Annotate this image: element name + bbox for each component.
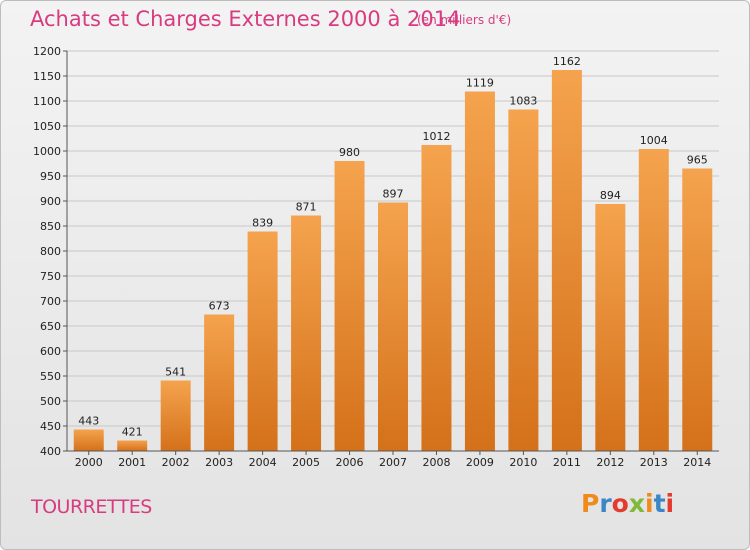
x-tick-label-2005: 2005 [292,456,320,469]
label-layer: 443 421 541 673 839 871 980 897 1012 1119 1083 1162… [78,55,708,439]
data-label-2003: 673 [209,300,230,313]
logo-letter: r [599,489,612,518]
logo-letter: x [628,489,645,518]
x-tick-label-2007: 2007 [379,456,407,469]
bar-2004 [247,231,278,451]
y-tick-label: 550 [40,370,61,383]
bar-layer [73,70,713,451]
bar-2013 [638,149,669,451]
y-tick-label: 800 [40,245,61,258]
chart-subtitle: (en milliers d'€) [417,13,512,27]
x-tick-label-2009: 2009 [466,456,494,469]
commune-name: TOURRETTES [31,496,152,518]
y-tick-label: 450 [40,420,61,433]
x-tick-label-2000: 2000 [75,456,103,469]
data-label-2008: 1012 [422,130,450,143]
y-tick-label: 500 [40,395,61,408]
bar-2000 [73,429,104,451]
bar-2002 [160,380,191,451]
data-label-2013: 1004 [640,134,668,147]
logo-letter: i [665,489,675,518]
y-tick-label: 600 [40,345,61,358]
x-tick-label-2011: 2011 [553,456,581,469]
data-label-2004: 839 [252,217,273,230]
bar-2014 [682,168,713,451]
bar-2005 [291,215,322,451]
y-tick-label: 750 [40,270,61,283]
y-tick-label: 400 [40,445,61,458]
logo-letter: P [581,489,600,518]
data-label-2000: 443 [78,415,99,428]
logo-letter: o [611,489,629,518]
data-label-2001: 421 [122,426,143,439]
x-tick-label-2012: 2012 [596,456,624,469]
axis-layer: 400 450 500 550 600 650 700 750 800 850 900 950 1000… [33,45,719,469]
x-tick-label-2004: 2004 [249,456,277,469]
y-tick-label: 700 [40,295,61,308]
bar-2010 [508,109,539,451]
bar-2001 [117,440,148,451]
y-tick-label: 900 [40,195,61,208]
data-label-2007: 897 [383,188,404,201]
data-label-2011: 1162 [553,55,581,68]
data-label-2006: 980 [339,146,360,159]
data-label-2005: 871 [296,201,317,214]
x-tick-label-2014: 2014 [683,456,711,469]
x-tick-label-2003: 2003 [205,456,233,469]
data-label-2010: 1083 [509,95,537,108]
data-label-2009: 1119 [466,77,494,90]
bar-2008 [421,145,452,451]
proxiti-logo[interactable]: Proxiti [581,489,674,518]
x-tick-label-2010: 2010 [509,456,537,469]
y-tick-label: 1000 [33,145,61,158]
data-label-2002: 541 [165,366,186,379]
y-tick-label: 1050 [33,120,61,133]
data-label-2014: 965 [687,154,708,167]
x-tick-label-2008: 2008 [422,456,450,469]
y-tick-label: 1200 [33,45,61,58]
chart-title: Achats et Charges Externes 2000 à 2014 [30,7,461,31]
y-tick-label: 650 [40,320,61,333]
bar-2012 [595,204,626,451]
x-tick-label-2013: 2013 [640,456,668,469]
logo-letter: i [645,489,654,518]
x-tick-label-2006: 2006 [336,456,364,469]
bar-2006 [334,161,365,451]
bar-2011 [551,70,582,451]
logo-letter: t [653,489,666,518]
bar-2009 [464,91,495,451]
y-tick-label: 850 [40,220,61,233]
x-tick-label-2002: 2002 [162,456,190,469]
x-tick-label-2001: 2001 [118,456,146,469]
y-tick-label: 1150 [33,70,61,83]
y-tick-label: 1100 [33,95,61,108]
bar-2003 [204,314,235,451]
data-label-2012: 894 [600,189,621,202]
y-tick-label: 950 [40,170,61,183]
bar-2007 [378,202,408,451]
